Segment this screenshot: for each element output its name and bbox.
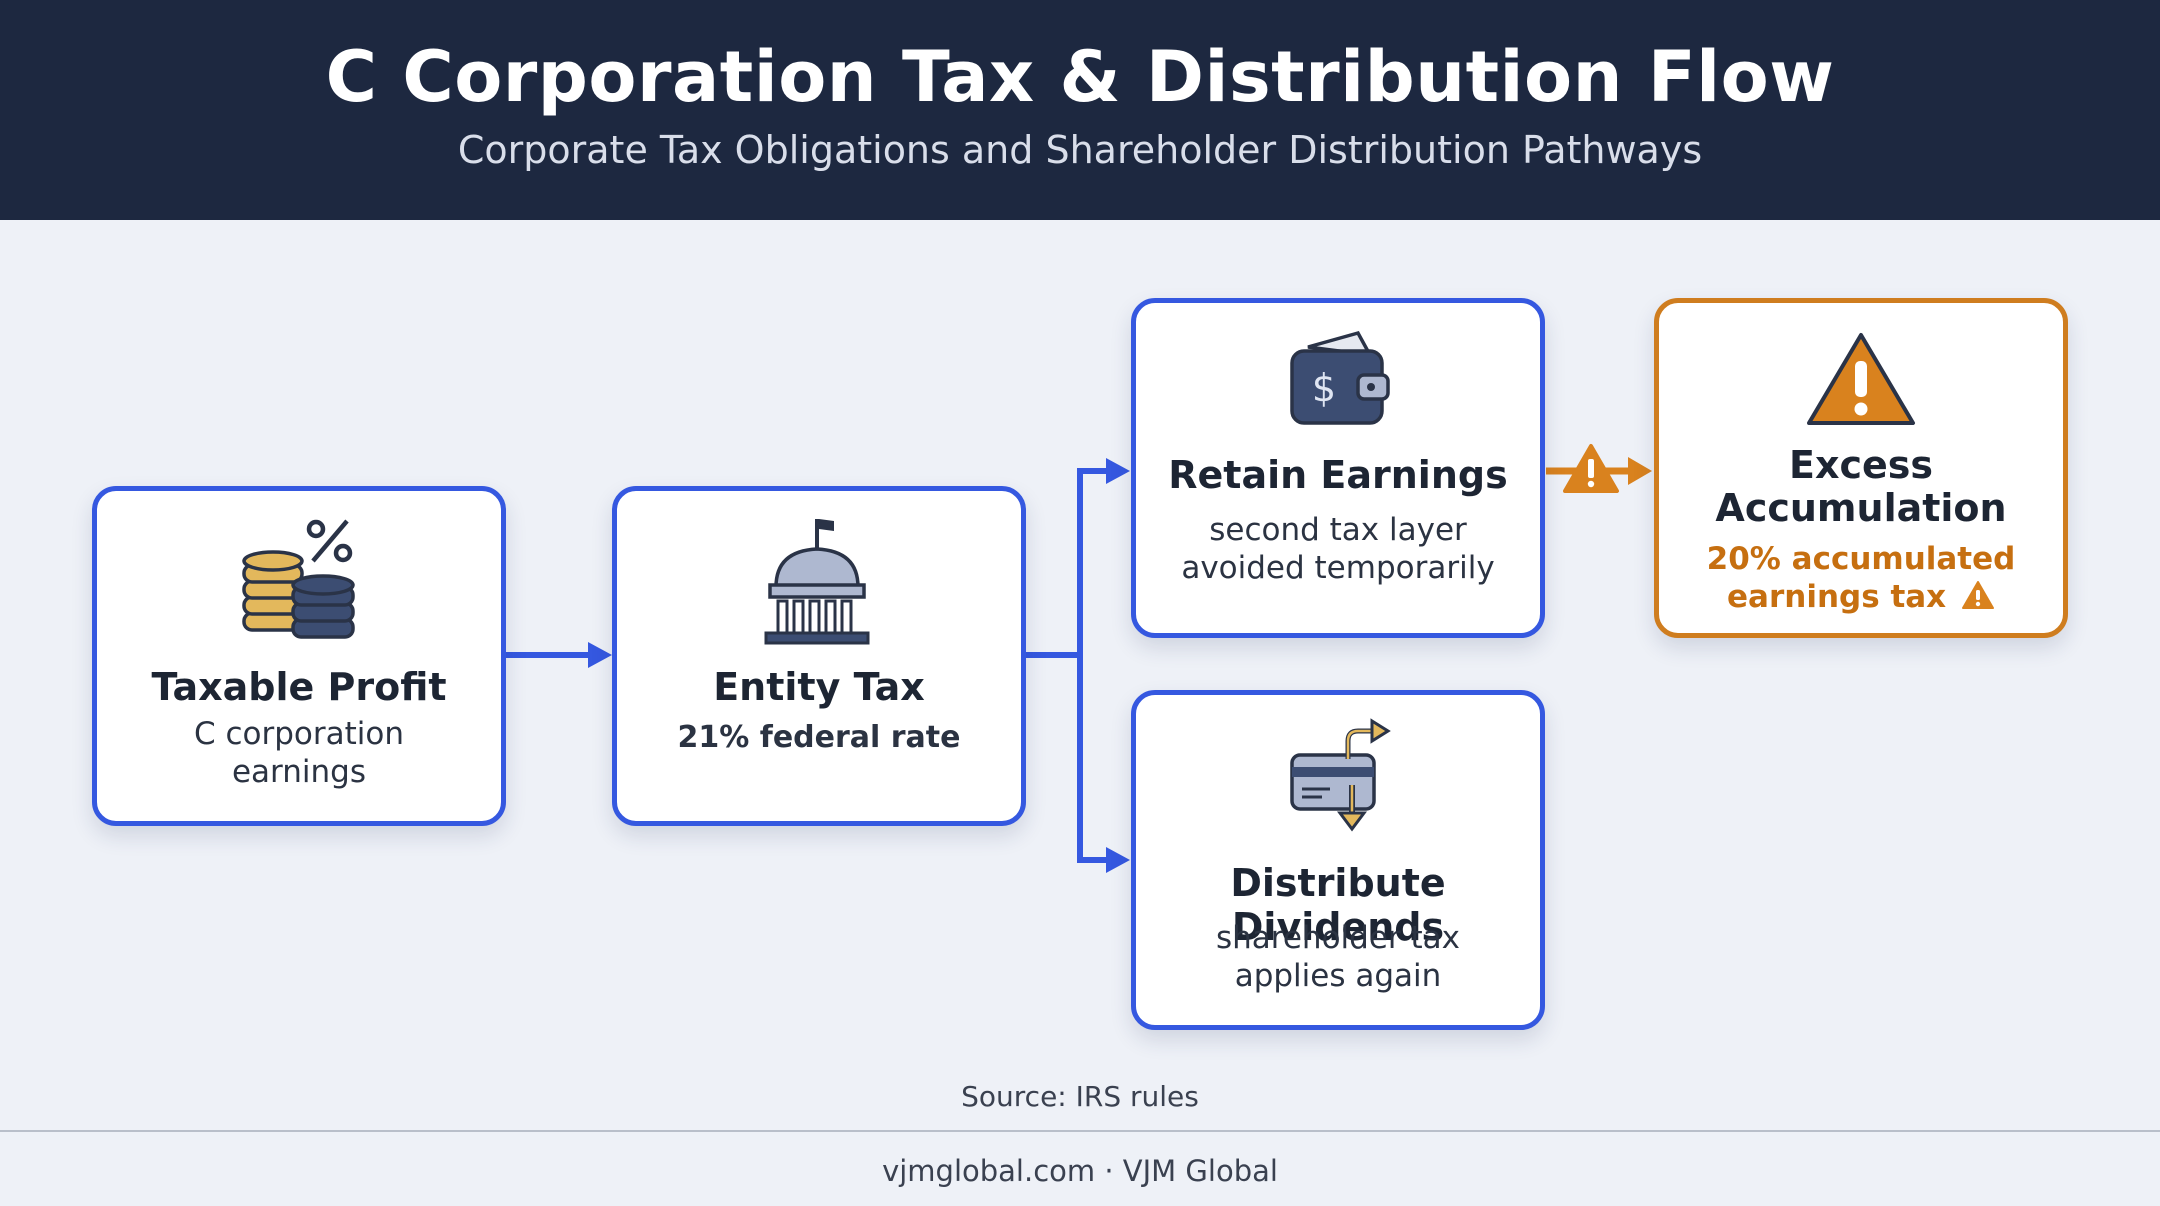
warning-icon	[1563, 444, 1619, 493]
small-warning-icon	[1961, 581, 1994, 609]
node-excess-desc-2: earnings tax	[1727, 579, 1947, 615]
node-distribute-dividends-title: Distribute Dividends	[1230, 861, 1446, 949]
node-excess-title-1: Excess	[1788, 443, 1933, 487]
node-excess-accumulation: Excess Accumulation 20% accumulated earn…	[1654, 298, 2068, 638]
node-entity-tax-title: Entity Tax	[713, 665, 925, 709]
source-note: Source: IRS rules	[961, 1080, 1199, 1113]
node-excess-desc-1: 20% accumulated	[1706, 541, 2016, 577]
arrow-tax-branch	[1026, 468, 1083, 863]
node-taxable-profit-desc-2: earnings	[231, 754, 366, 790]
wallet-icon: $	[1136, 325, 1540, 439]
coins-percent-icon	[97, 515, 501, 655]
node-distribute-dividends: Distribute Dividends shareholder tax app…	[1131, 690, 1545, 1030]
node-excess-desc-2-wrap: earnings tax	[1659, 578, 2063, 616]
card-transfer-icon	[1136, 715, 1540, 839]
page-title: C Corporation Tax & Distribution Flow	[325, 36, 1835, 118]
node-distribute-dividends-desc-2: applies again	[1234, 958, 1442, 994]
arrow-to-distribute-dividends	[1077, 847, 1130, 873]
arrow-profit-to-tax	[506, 642, 612, 668]
svg-text:$: $	[1312, 366, 1336, 410]
node-retain-earnings-title: Retain Earnings	[1168, 453, 1508, 497]
node-entity-tax-rate: 21% federal rate	[677, 720, 961, 755]
government-building-icon	[617, 513, 1021, 657]
node-retain-earnings-desc-1: second tax layer	[1209, 512, 1467, 548]
arrow-warning-to-excess	[1546, 444, 1652, 493]
footer-credit: vjmglobal.com · VJM Global	[882, 1154, 1278, 1188]
page-subtitle: Corporate Tax Obligations and Shareholde…	[457, 128, 1703, 172]
node-taxable-profit-title: Taxable Profit	[151, 665, 447, 709]
footer-divider	[0, 1130, 2160, 1132]
node-retain-earnings: $ Retain Earnings second tax layer avoid…	[1131, 298, 1545, 638]
node-taxable-profit-desc-1: C corporation	[193, 716, 405, 752]
arrow-to-retain-earnings	[1077, 458, 1130, 484]
node-taxable-profit: Taxable Profit C corporation earnings	[92, 486, 506, 826]
node-distribute-dividends-desc-1: shareholder tax	[1215, 920, 1460, 956]
warning-triangle-icon	[1659, 329, 2063, 433]
node-excess-title-2: Accumulation	[1715, 486, 2007, 530]
node-retain-earnings-desc-2: avoided temporarily	[1181, 550, 1495, 586]
node-entity-tax: Entity Tax 21% federal rate	[612, 486, 1026, 826]
header-banner: C Corporation Tax & Distribution Flow Co…	[0, 0, 2160, 220]
